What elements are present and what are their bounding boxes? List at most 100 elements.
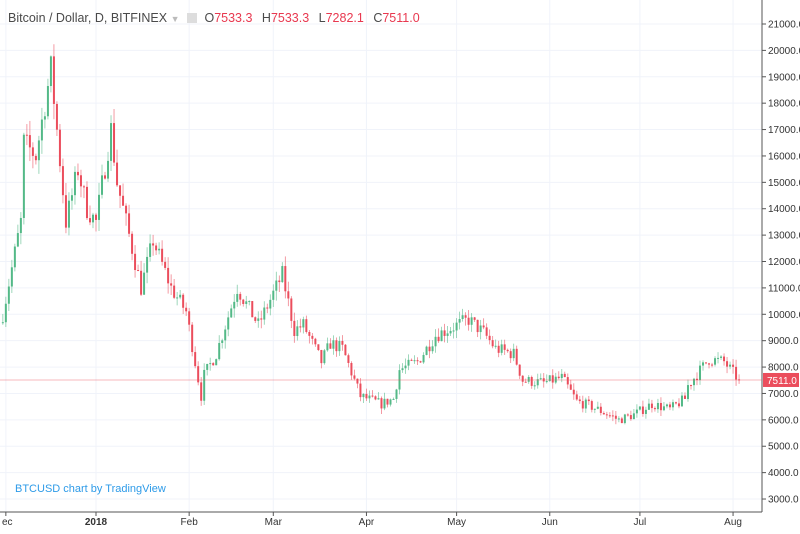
candle-body xyxy=(626,414,629,416)
candle-body xyxy=(539,378,542,380)
candle-body xyxy=(293,320,296,337)
x-tick-label: Jun xyxy=(542,517,558,528)
candle-body xyxy=(602,412,605,415)
low-value: 7282.1 xyxy=(325,11,364,25)
candle-body xyxy=(119,185,122,196)
candle-body xyxy=(696,378,698,381)
candle-body xyxy=(383,398,386,409)
candle-body xyxy=(61,166,64,196)
candle-body xyxy=(638,406,641,410)
candle-body xyxy=(332,340,335,349)
candle-body xyxy=(641,406,644,414)
candle-body xyxy=(407,359,410,366)
candle-body xyxy=(482,325,485,328)
candle-body xyxy=(236,293,239,302)
candle-body xyxy=(419,361,422,363)
candle-body xyxy=(689,385,692,387)
candle-body xyxy=(473,317,476,320)
chevron-down-icon[interactable]: ▼ xyxy=(170,14,180,24)
candle-body xyxy=(125,205,128,214)
candle-body xyxy=(203,369,206,401)
candle-body xyxy=(146,256,149,273)
candle-body xyxy=(437,336,440,342)
candle-body xyxy=(272,290,275,300)
candle-body xyxy=(34,155,37,161)
candle-body xyxy=(218,342,221,360)
candle-body xyxy=(533,385,536,387)
candle-body xyxy=(422,354,425,363)
candle-body xyxy=(581,401,584,409)
candle-body xyxy=(179,294,182,298)
y-tick-label: 16000.0 xyxy=(768,151,800,162)
candle-body xyxy=(494,345,497,347)
candle-body xyxy=(95,214,97,220)
candle-body xyxy=(720,356,723,358)
candle-body xyxy=(377,398,380,400)
candle-body xyxy=(584,399,587,409)
candle-body xyxy=(530,376,533,386)
candle-body xyxy=(702,362,705,366)
candle-body xyxy=(170,283,173,286)
candle-body xyxy=(542,378,545,382)
visibility-icon[interactable] xyxy=(186,13,197,23)
candle-body xyxy=(266,307,269,309)
candle-body xyxy=(566,377,569,385)
candle-body xyxy=(28,135,31,148)
candle-body xyxy=(116,162,119,186)
candle-body xyxy=(599,406,602,413)
y-tick-label: 20000.0 xyxy=(768,46,800,57)
candle-body xyxy=(515,348,518,365)
low-label: L xyxy=(318,11,326,25)
symbol-title[interactable]: Bitcoin / Dollar, D, BITFINEX xyxy=(8,11,168,25)
x-tick-label: Mar xyxy=(265,517,283,528)
candle-body xyxy=(305,319,308,332)
candle-body xyxy=(729,364,732,367)
candle-body xyxy=(110,123,113,161)
candle-body xyxy=(497,345,500,353)
candle-body xyxy=(732,364,735,367)
candle-body xyxy=(653,408,656,410)
open-label: O xyxy=(204,11,215,25)
candle-body xyxy=(356,378,359,384)
candle-body xyxy=(221,340,224,343)
candle-body xyxy=(518,364,521,376)
high-label: H xyxy=(261,11,271,25)
candle-body xyxy=(665,404,668,407)
candle-body xyxy=(194,352,197,367)
candle-body xyxy=(64,195,67,228)
candle-body xyxy=(43,116,46,120)
candle-body xyxy=(620,418,623,424)
candle-body xyxy=(735,366,738,380)
candle-body xyxy=(70,195,73,201)
candle-body xyxy=(723,356,726,362)
candle-body xyxy=(91,214,94,223)
candle-body xyxy=(82,186,85,188)
candle-body xyxy=(131,233,134,254)
candle-body xyxy=(233,301,236,309)
candle-body xyxy=(143,272,146,295)
candle-body xyxy=(629,415,632,420)
candle-body xyxy=(398,370,401,390)
candle-body xyxy=(101,175,104,195)
x-tick-label: Feb xyxy=(181,517,199,528)
candle-body xyxy=(449,330,452,334)
candle-body xyxy=(263,307,266,320)
candle-body xyxy=(149,243,152,257)
candle-body xyxy=(464,315,467,318)
candle-body xyxy=(281,266,284,283)
candle-body xyxy=(458,319,461,323)
candle-body xyxy=(230,308,233,318)
candle-body xyxy=(554,376,557,383)
candle-body xyxy=(85,186,88,219)
candle-body xyxy=(596,406,599,409)
candle-body xyxy=(413,360,416,362)
candle-body xyxy=(16,233,19,247)
candle-body xyxy=(104,175,107,179)
candle-body xyxy=(416,360,419,362)
candle-body xyxy=(13,246,16,268)
watermark-link[interactable]: BTCUSD chart by TradingView xyxy=(15,483,166,495)
candle-body xyxy=(167,267,170,284)
candle-body xyxy=(128,213,131,234)
candle-body xyxy=(386,398,389,405)
